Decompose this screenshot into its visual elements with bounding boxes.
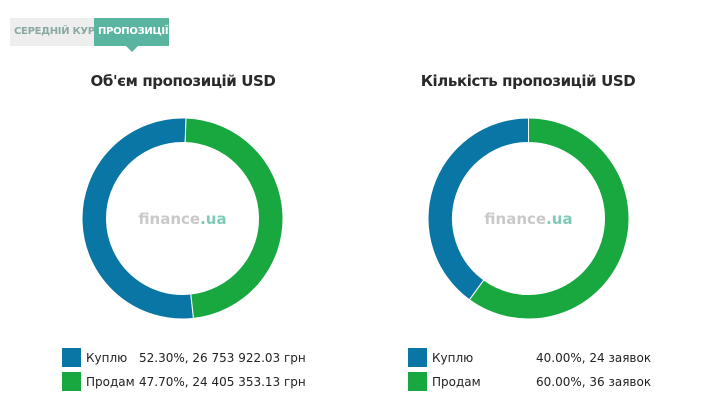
tab-average-rate[interactable]: СЕРЕДНІЙ КУРС <box>10 18 102 46</box>
legend-value-buy: 52.30%, 26 753 922.03 грн <box>139 351 306 365</box>
legend-value-sell: 60.00%, 36 заявок <box>536 375 652 389</box>
legend-label-buy: Куплю <box>432 351 474 365</box>
chart-title-volume: Об'єм пропозицій USD <box>90 72 276 90</box>
legend-row-buy[interactable]: Куплю 52.30%, 26 753 922.03 грн <box>62 348 332 372</box>
slice-buy[interactable] <box>427 117 529 301</box>
legend-swatch-buy <box>408 348 427 367</box>
legend-value-sell: 47.70%, 24 405 353.13 грн <box>139 375 306 389</box>
tab-offers[interactable]: ПРОПОЗИЦІЇ <box>94 18 169 52</box>
legend-row-buy[interactable]: Куплю 40.00%, 24 заявок <box>408 348 678 372</box>
legend-swatch-sell <box>408 372 427 391</box>
legend-swatch-sell <box>62 372 81 391</box>
donut-chart-volume: finance.ua <box>81 117 284 320</box>
tab-offers-label: ПРОПОЗИЦІЇ <box>98 26 169 37</box>
legend-volume: Куплю 52.30%, 26 753 922.03 грн Продам 4… <box>62 348 332 396</box>
legend-label-buy: Куплю <box>86 351 128 365</box>
tab-bar: СЕРЕДНІЙ КУРС ПРОПОЗИЦІЇ <box>10 18 169 52</box>
legend-row-sell[interactable]: Продам 60.00%, 36 заявок <box>408 372 678 396</box>
legend-row-sell[interactable]: Продам 47.70%, 24 405 353.13 грн <box>62 372 332 396</box>
slice-sell[interactable] <box>184 117 284 319</box>
legend-label-sell: Продам <box>86 375 135 389</box>
watermark-logo: finance.ua <box>138 210 226 228</box>
active-tab-arrow-icon <box>125 46 138 52</box>
legend-label-sell: Продам <box>432 375 481 389</box>
legend-value-buy: 40.00%, 24 заявок <box>536 351 652 365</box>
watermark-logo: finance.ua <box>484 210 572 228</box>
slice-buy[interactable] <box>81 117 195 320</box>
slice-sell[interactable] <box>468 117 630 320</box>
legend-swatch-buy <box>62 348 81 367</box>
chart-title-count: Кількість пропозицій USD <box>420 72 636 90</box>
legend-count: Куплю 40.00%, 24 заявок Продам 60.00%, 3… <box>408 348 678 396</box>
donut-chart-count: finance.ua <box>427 117 630 320</box>
